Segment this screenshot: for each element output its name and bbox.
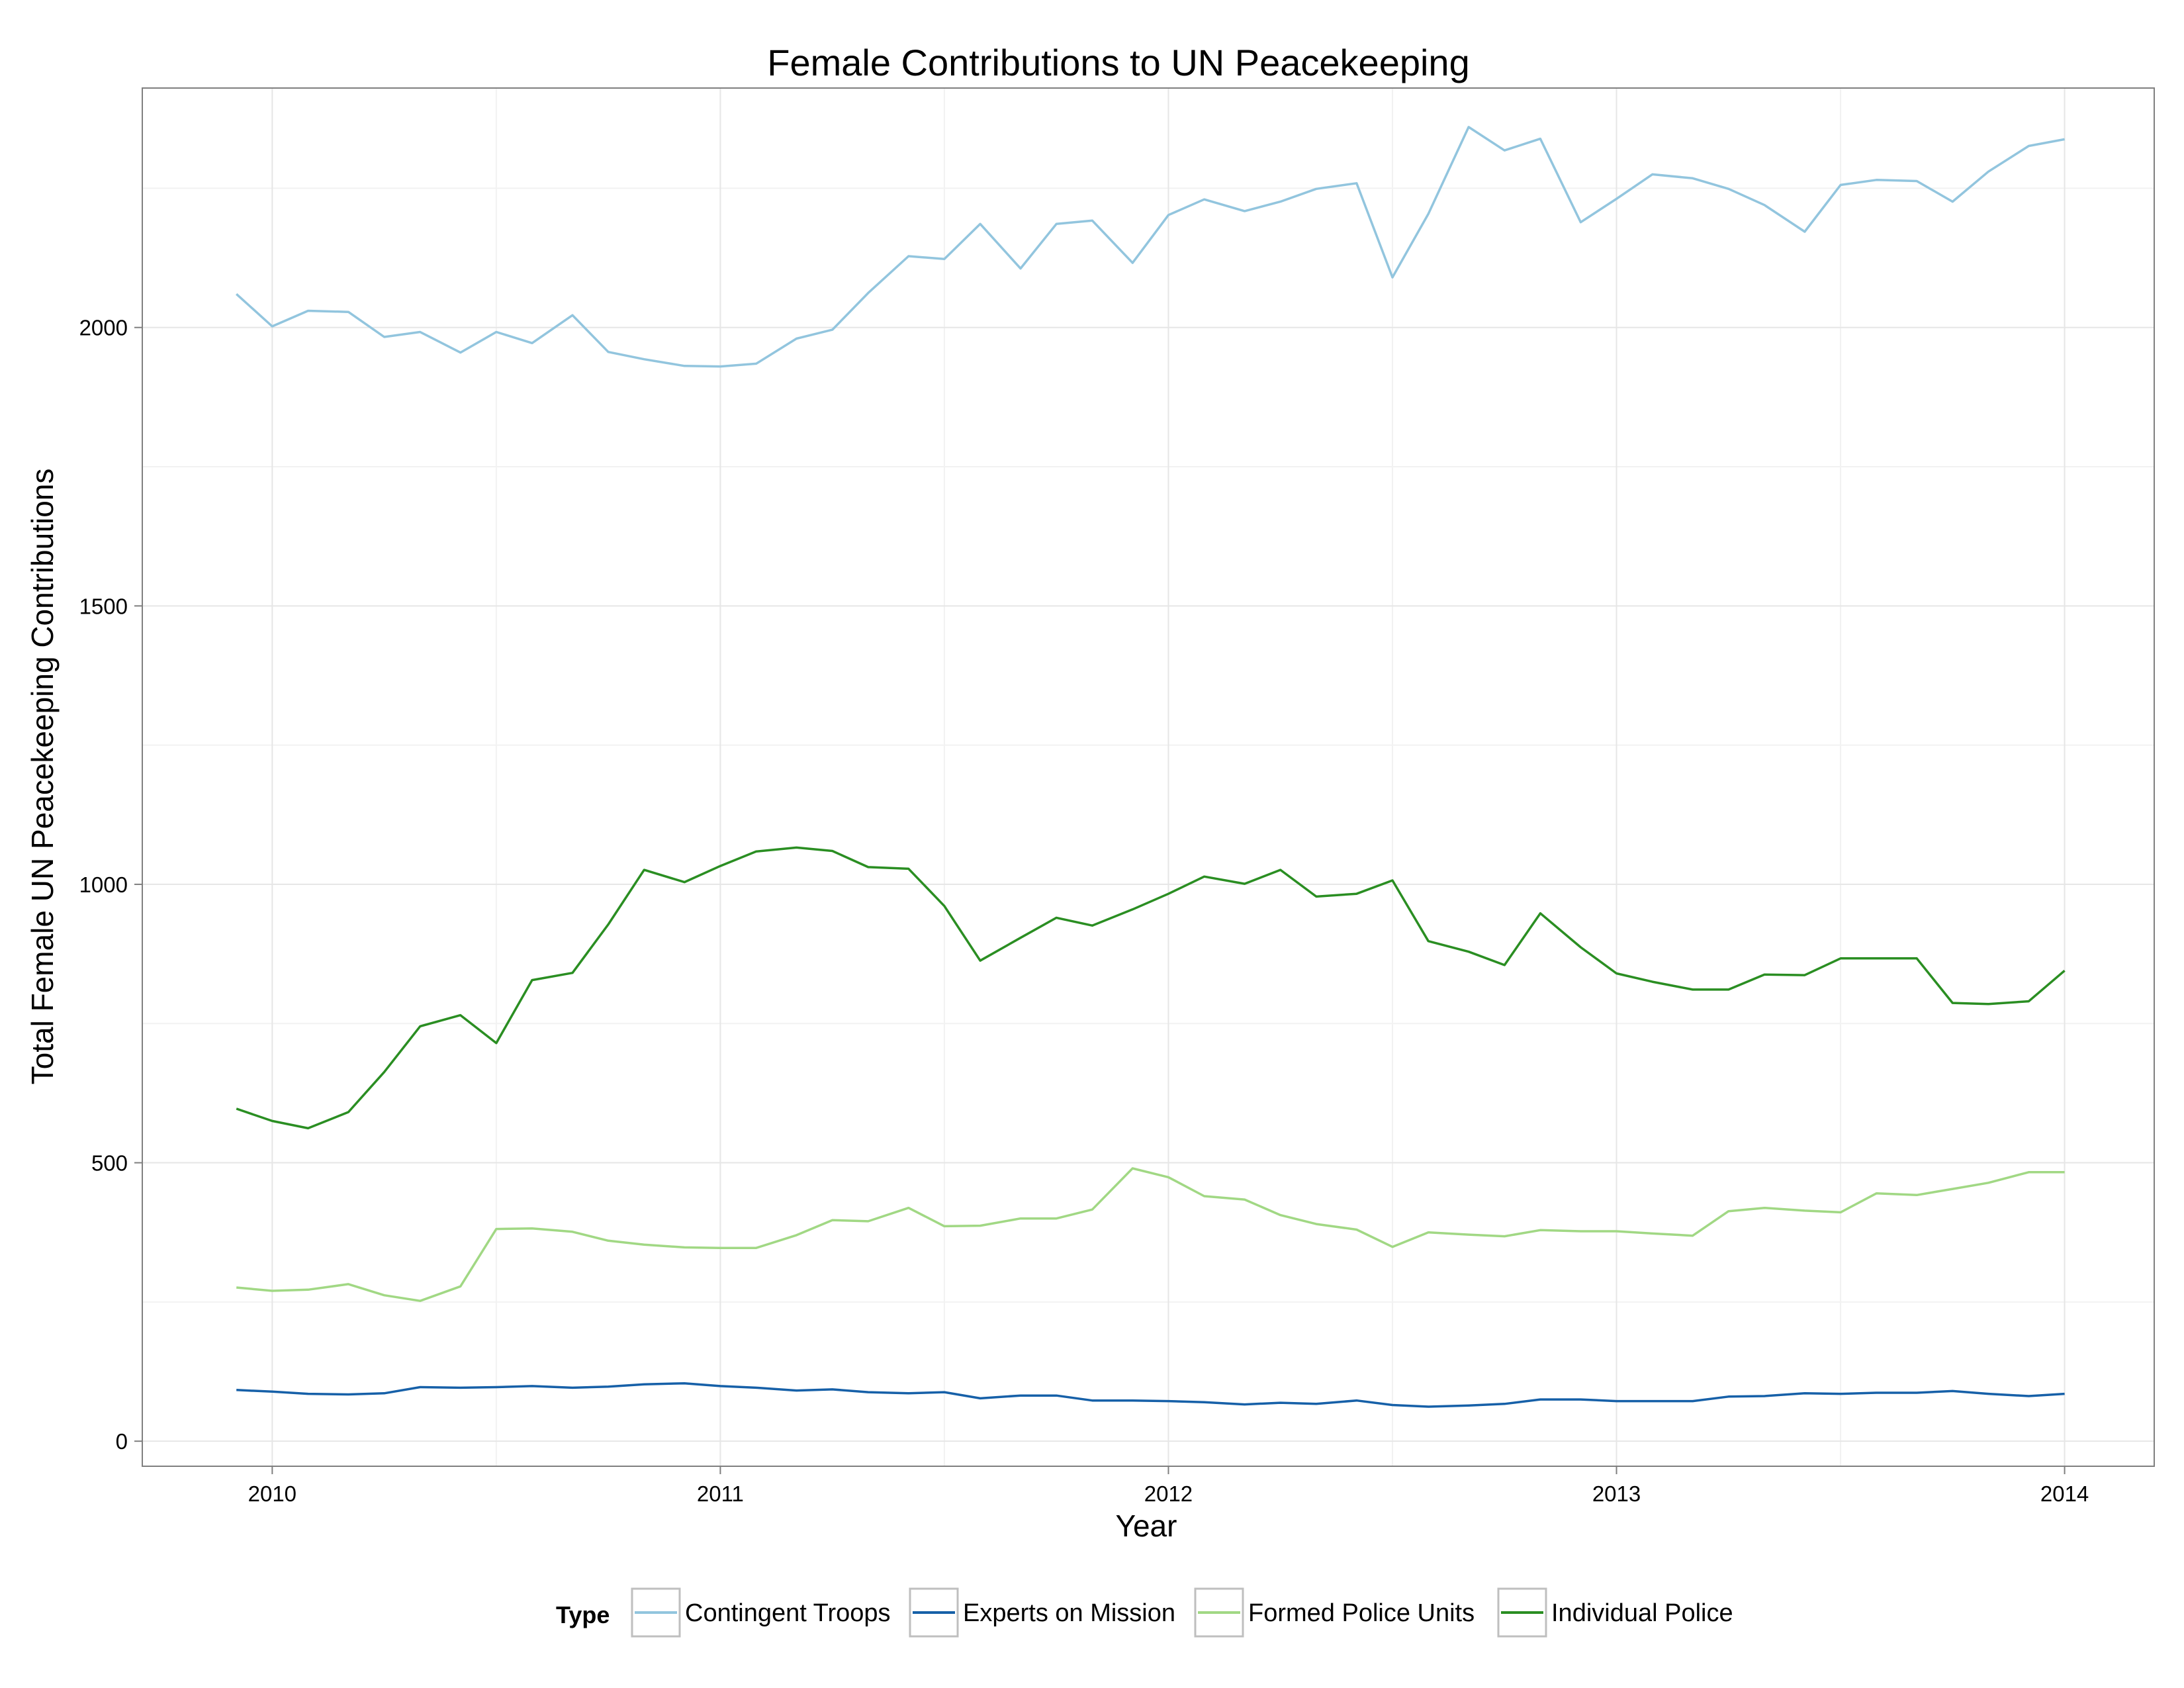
plot-border [142,87,2155,1467]
y-tick-label: 1500 [79,594,128,618]
legend-title: Type [556,1601,610,1628]
legend-label: Individual Police [1551,1599,1733,1627]
legend-item-individual-police: Individual Police [1497,1587,1733,1638]
legend-label: Contingent Troops [685,1599,891,1627]
legend-item-experts-on-mission: Experts on Mission [909,1587,1175,1638]
axes: 2010 2011 2012 2013 2014 0 500 1000 1500 2000 [79,316,2089,1506]
series-lines [236,126,2066,1408]
y-tick-label: 500 [91,1151,128,1176]
y-axis-title: Total Female UN Peacekeeping Contributio… [25,469,60,1085]
series-line-experts-on-mission [236,1382,2065,1408]
series-line-formed-police-units [236,1167,2065,1302]
legend-item-formed-police-units: Formed Police Units [1194,1587,1475,1638]
x-axis-title: Year [1116,1509,1177,1543]
x-tick-label: 2011 [697,1481,744,1506]
legend-item-contingent-troops: Contingent Troops [631,1587,891,1638]
series-line-individual-police [236,846,2066,1130]
series-line-contingent-troops [236,126,2065,368]
legend: Type Contingent Troops Experts on Mission… [556,1587,1733,1638]
legend-label: Formed Police Units [1248,1599,1475,1627]
y-tick-label: 2000 [79,316,128,340]
legend-label: Experts on Mission [963,1599,1175,1627]
legend-items: Contingent Troops Experts on Mission Forme… [631,1587,1733,1638]
x-tick-label: 2014 [2040,1481,2089,1506]
x-tick-label: 2012 [1144,1481,1193,1506]
chart-title: Female Contributions to UN Peacekeeping [767,42,1469,83]
x-tick-label: 2010 [248,1481,296,1506]
plot-panel [142,88,2154,1466]
grid-lines [142,88,2154,1466]
x-tick-label: 2013 [1592,1481,1641,1506]
y-tick-label: 1000 [79,872,128,897]
y-tick-label: 0 [116,1429,128,1454]
